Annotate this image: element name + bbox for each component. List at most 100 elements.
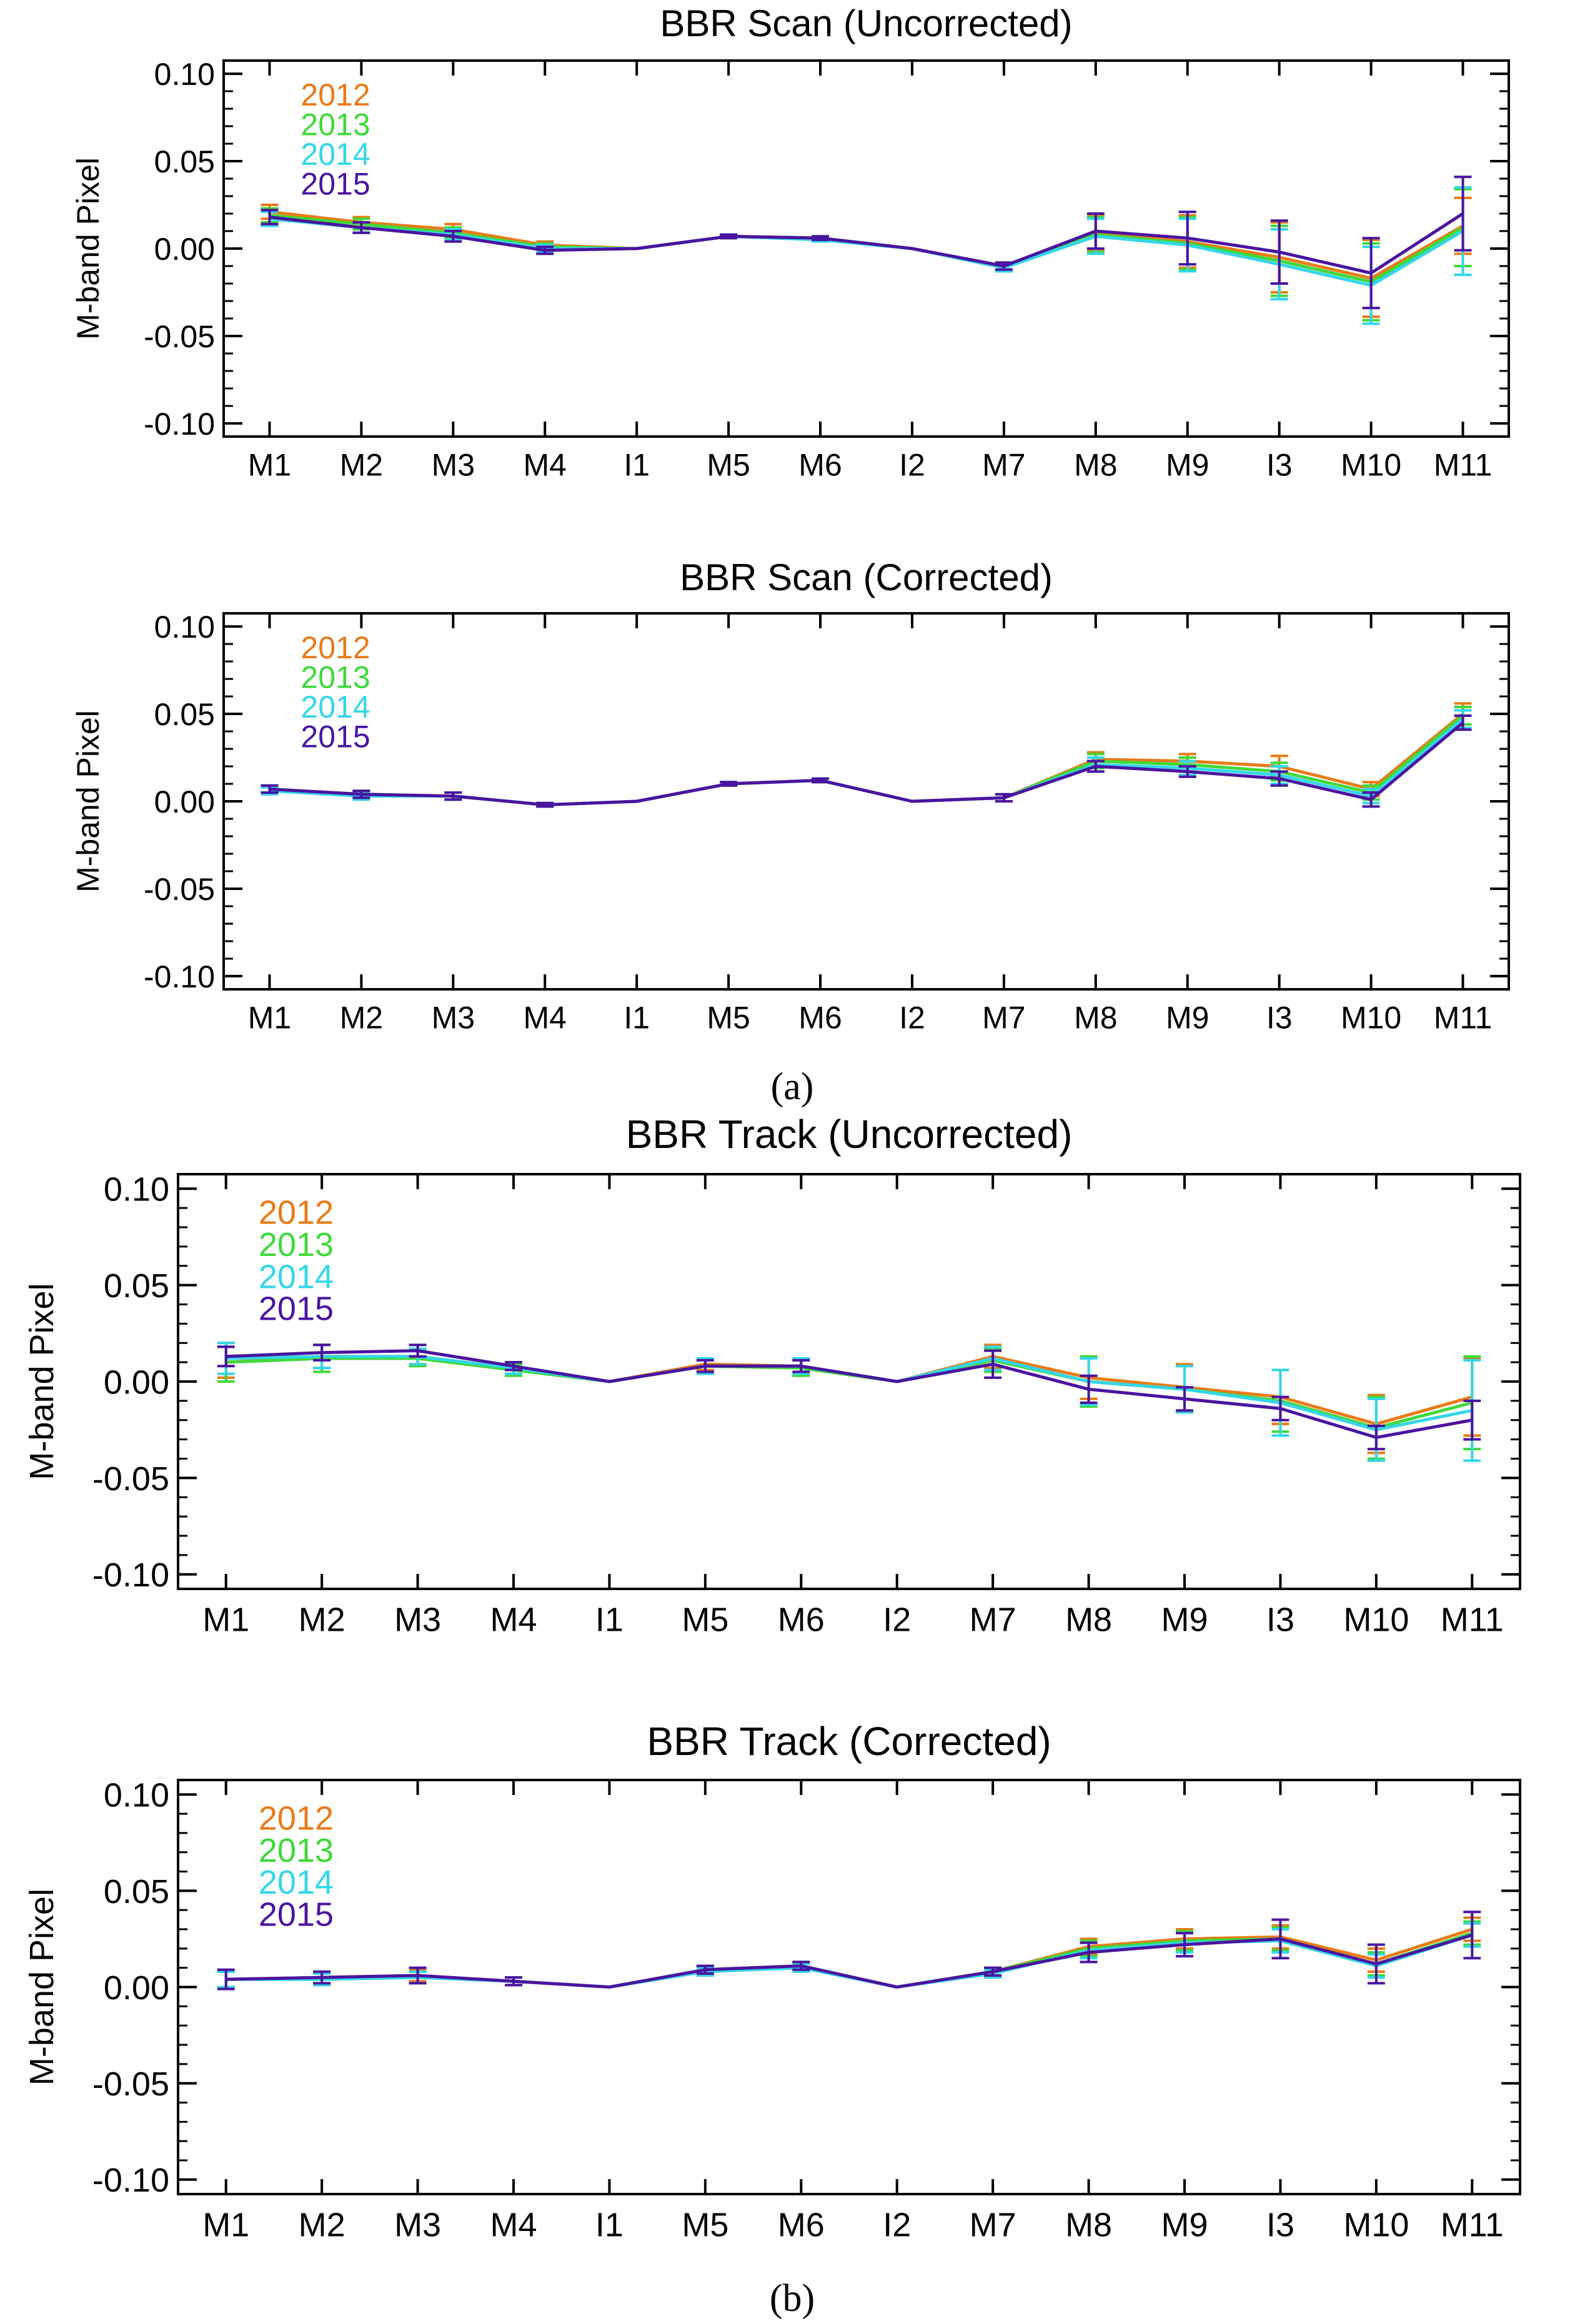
x-tick-label: M9 xyxy=(1161,1601,1208,1639)
x-tick-label: M4 xyxy=(490,1601,537,1639)
x-tick-label: M8 xyxy=(1074,1001,1117,1036)
y-tick-label: 0.00 xyxy=(104,1363,169,1401)
series-line-2015 xyxy=(226,1349,1473,1440)
x-tick-label: M5 xyxy=(682,2207,728,2244)
x-tick-label: I2 xyxy=(899,1001,925,1036)
x-tick-label: M1 xyxy=(248,1001,291,1036)
x-tick-label: M3 xyxy=(432,448,475,483)
chart-1: BBR Scan (Uncorrected) 0.10 0.05 0.00 -0.05 -… xyxy=(71,2,1510,483)
chart-title: BBR Track (Uncorrected) xyxy=(626,1112,1073,1157)
y-tick-label: -0.10 xyxy=(144,959,215,994)
y-tick-label: 0.00 xyxy=(154,784,215,819)
legend-entry-2012: 2012 xyxy=(301,630,370,665)
x-tick-label: M7 xyxy=(982,448,1025,483)
series-2015 xyxy=(217,1911,1481,1990)
x-tick-label: M7 xyxy=(970,2207,1016,2244)
x-tick-label: I1 xyxy=(624,1001,650,1036)
x-tick-label: M6 xyxy=(798,1001,842,1036)
x-tick-label: M7 xyxy=(982,1001,1025,1036)
y-tick-label: 0.05 xyxy=(104,1873,169,1911)
x-tick-label: M10 xyxy=(1341,1001,1401,1036)
series-line-2014 xyxy=(226,1933,1473,1989)
x-tick-label: M2 xyxy=(299,2207,345,2244)
x-tick-label: M11 xyxy=(1441,1601,1504,1639)
y-tick-label: 0.10 xyxy=(104,1777,169,1814)
series-line-2015 xyxy=(226,1933,1473,1989)
y-tick-label: 0.00 xyxy=(104,1969,169,2007)
x-tick-label: M10 xyxy=(1341,448,1401,483)
y-tick-label: 0.05 xyxy=(154,144,215,179)
y-tick-label: -0.05 xyxy=(144,872,215,907)
legend-entry-2015: 2015 xyxy=(301,719,370,754)
y-tick-label: 0.05 xyxy=(104,1267,169,1305)
plot-frame xyxy=(222,59,1510,438)
x-tick-label: M7 xyxy=(970,1601,1016,1639)
series-2014 xyxy=(217,1342,1481,1462)
y-axis-label: M-band Pixel xyxy=(71,710,106,893)
y-tick-label: -0.10 xyxy=(92,1556,169,1594)
x-tick-label: M8 xyxy=(1065,2207,1112,2244)
legend-entry-2013: 2013 xyxy=(259,1226,334,1263)
y-tick-label: 0.05 xyxy=(154,697,215,732)
chart-title: BBR Track (Corrected) xyxy=(647,1719,1051,1764)
x-tick-label: M2 xyxy=(340,1001,383,1036)
legend-entry-2013: 2013 xyxy=(301,107,370,142)
x-tick-label: M1 xyxy=(202,2207,249,2244)
chart-title: BBR Scan (Corrected) xyxy=(680,556,1053,598)
series-line-2014 xyxy=(226,1355,1473,1431)
legend-entry-2014: 2014 xyxy=(301,137,370,172)
x-tick-label: M2 xyxy=(299,1601,345,1639)
plot-frame xyxy=(177,1779,1521,2195)
y-axis-label: M-band Pixel xyxy=(23,1889,61,2085)
x-tick-label: M2 xyxy=(340,448,383,483)
x-tick-label: M11 xyxy=(1441,2207,1504,2244)
series-line-2015 xyxy=(269,721,1464,807)
x-tick-label: I1 xyxy=(624,448,650,483)
y-tick-label: -0.10 xyxy=(92,2162,169,2199)
chart-2: BBR Scan (Corrected) 0.10 0.05 0.00 -0.05 -0.… xyxy=(71,556,1510,1036)
x-tick-label: M10 xyxy=(1343,2207,1409,2244)
y-tick-label: 0.10 xyxy=(104,1171,169,1209)
series-2015 xyxy=(217,1343,1481,1451)
x-tick-label: M4 xyxy=(524,1001,567,1036)
x-tick-label: M3 xyxy=(394,1601,441,1639)
x-tick-label: M1 xyxy=(248,448,291,483)
chart-4: BBR Track (Corrected) 0.10 0.05 0.00 -0.05 -0… xyxy=(23,1719,1521,2244)
x-tick-label: M6 xyxy=(798,448,842,483)
x-tick-label: M8 xyxy=(1065,1601,1112,1639)
x-tick-label: I3 xyxy=(1266,1601,1294,1639)
x-tick-label: M5 xyxy=(707,448,750,483)
x-tick-label: I3 xyxy=(1266,1001,1293,1036)
legend-entry-2013: 2013 xyxy=(301,660,370,695)
x-tick-label: M9 xyxy=(1161,2207,1208,2244)
x-tick-label: I2 xyxy=(899,448,925,483)
series-2012 xyxy=(217,1343,1481,1455)
y-axis-label: M-band Pixel xyxy=(71,157,106,340)
x-tick-label: M10 xyxy=(1343,1601,1409,1639)
y-tick-label: 0.10 xyxy=(154,610,215,645)
y-tick-label: 0.00 xyxy=(154,232,215,267)
y-tick-label: -0.05 xyxy=(144,319,215,354)
x-tick-label: M9 xyxy=(1166,1001,1209,1036)
series-2015 xyxy=(261,176,1472,310)
x-tick-label: M9 xyxy=(1166,448,1209,483)
x-tick-label: M1 xyxy=(202,1601,249,1639)
x-tick-label: M6 xyxy=(778,1601,825,1639)
charts-layer: BBR Scan (Uncorrected) 0.10 0.05 0.00 -0.05 -… xyxy=(23,2,1521,2244)
x-tick-label: M11 xyxy=(1434,1001,1493,1036)
x-tick-label: I2 xyxy=(883,1601,911,1639)
legend-entry-2014: 2014 xyxy=(301,690,370,724)
series-line-2015 xyxy=(269,212,1464,275)
x-tick-label: M8 xyxy=(1074,448,1117,483)
panel-label-a: (a) xyxy=(771,1066,814,1108)
legend-entry-2015: 2015 xyxy=(259,1896,334,1933)
x-tick-label: M11 xyxy=(1434,448,1493,483)
chart-title: BBR Scan (Uncorrected) xyxy=(660,2,1072,44)
y-tick-label: -0.10 xyxy=(144,407,215,442)
x-tick-label: I3 xyxy=(1266,2207,1294,2244)
y-tick-label: -0.05 xyxy=(92,1460,169,1498)
plot-frame xyxy=(222,612,1510,991)
x-tick-label: M3 xyxy=(394,2207,441,2244)
series-2012 xyxy=(261,196,1472,319)
